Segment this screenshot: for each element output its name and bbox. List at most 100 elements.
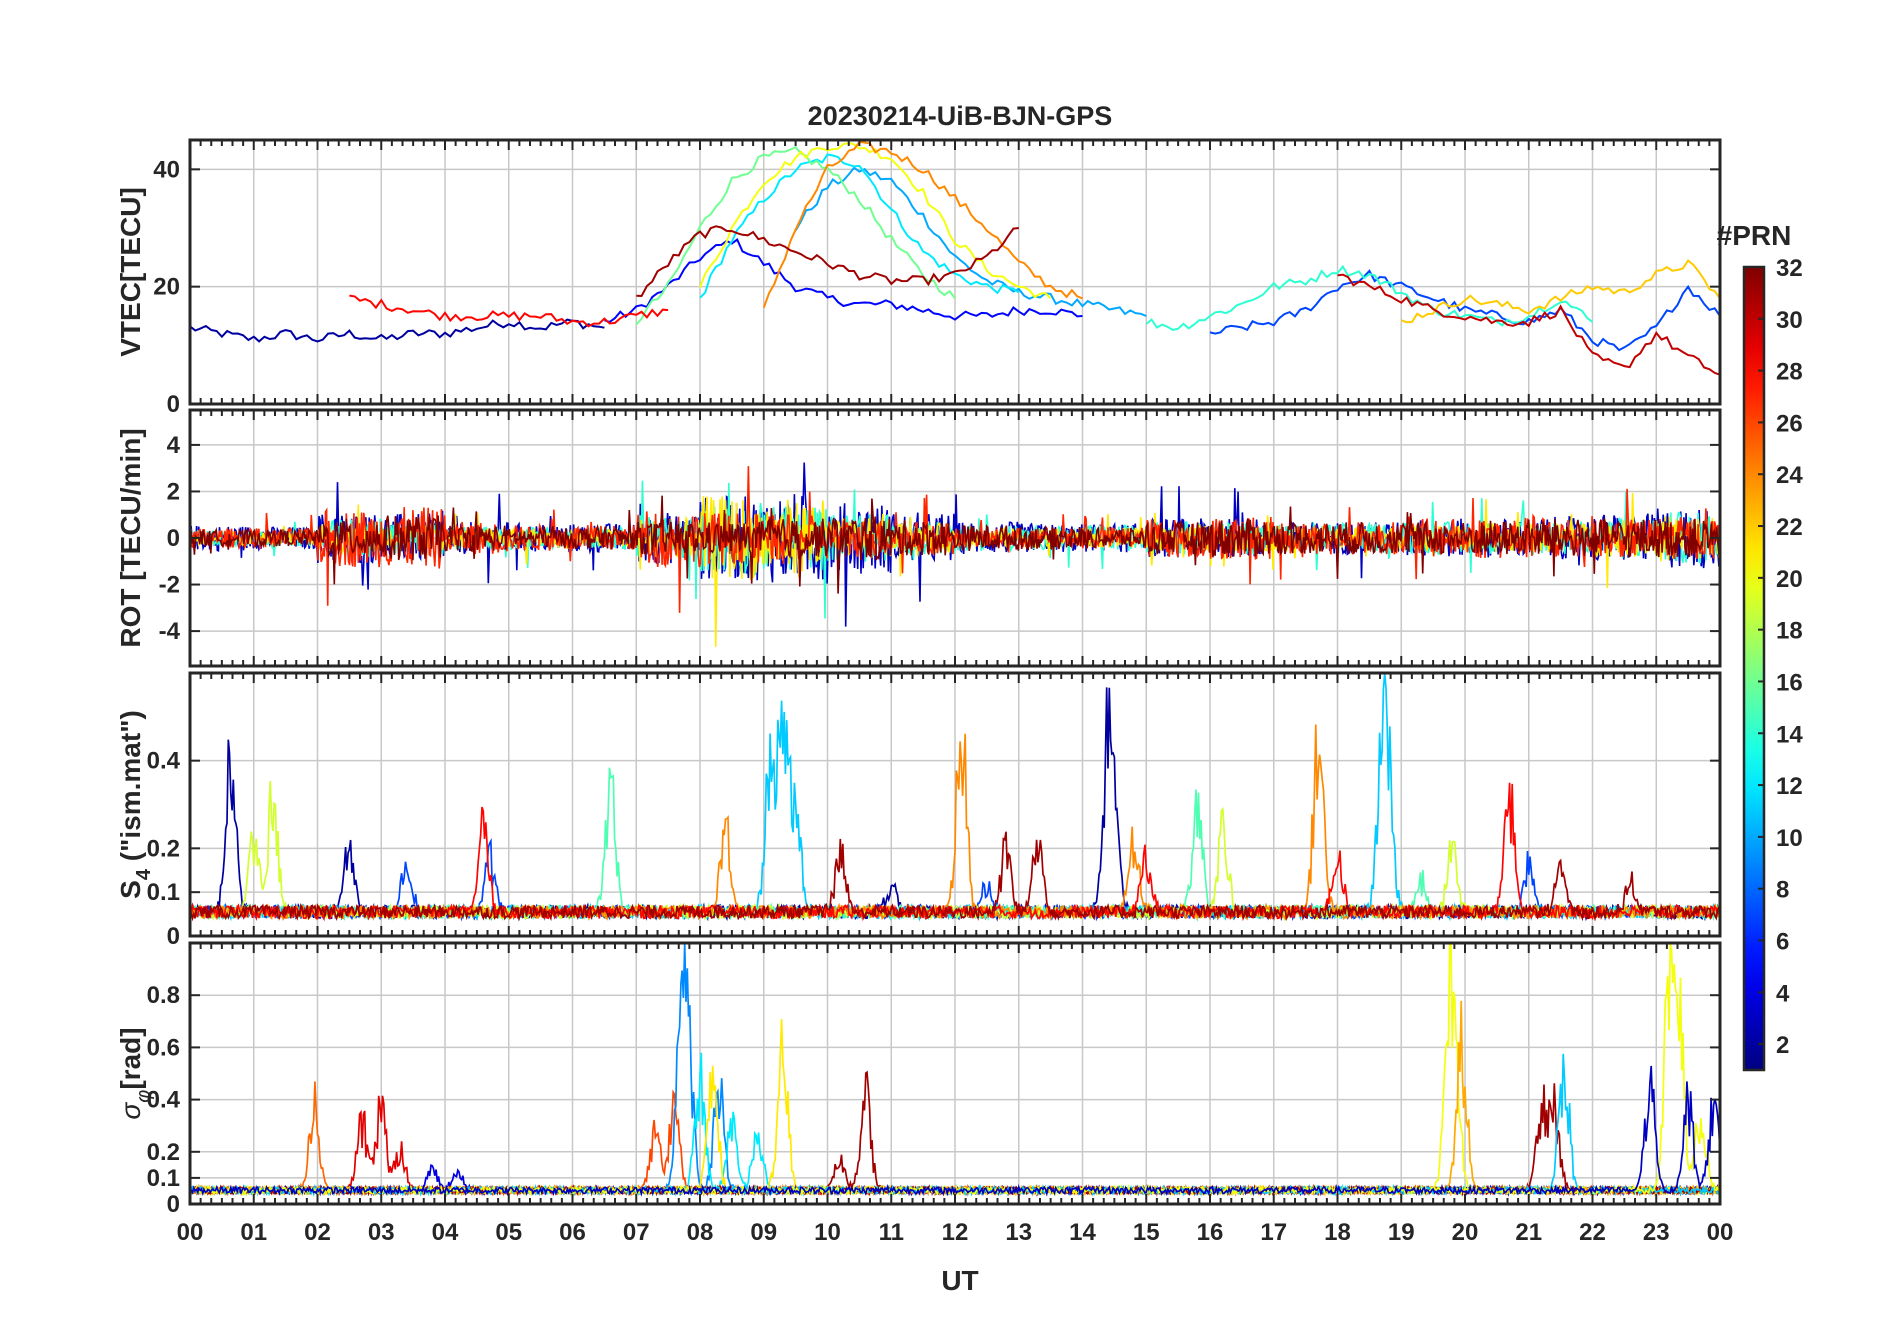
- y-axis-title-rest: [rad]: [115, 1027, 146, 1089]
- vtec-series-prn-14: [1145, 264, 1594, 331]
- panel-sigphi: 00.10.2 0.4 0.6 0.8 σφ[rad]: [115, 941, 1722, 1218]
- x-tick-label: 21: [1515, 1219, 1542, 1246]
- y-axis-title-sub: 4: [133, 868, 155, 880]
- colorbar-tick-label: 32: [1776, 255, 1803, 282]
- vtec-series-prn-2: [190, 318, 605, 343]
- colorbar-tick-label: 24: [1776, 462, 1803, 489]
- panel-frame: [188, 671, 1722, 938]
- y-tick-label: 20: [153, 274, 180, 301]
- colorbar-tick-label: 14: [1776, 721, 1803, 748]
- y-axis-title-rest: ("ism.mat"): [115, 710, 146, 869]
- y-tick-label: 0: [167, 525, 180, 552]
- y-tick-label: 2: [167, 478, 180, 505]
- x-tick-label: 18: [1324, 1219, 1351, 1246]
- panel-frame: [188, 941, 1722, 1206]
- panel-series: [190, 673, 1720, 922]
- y-tick-label: 0.2: [147, 1139, 180, 1166]
- x-tick-label: 04: [432, 1219, 459, 1246]
- vtec-series-prn-31: [636, 225, 1019, 298]
- panel-series: [190, 462, 1720, 647]
- panel-rot: -4 -2 0 2 4 ROT [TECU/min]: [115, 408, 1722, 668]
- x-tick-label: 22: [1579, 1219, 1606, 1246]
- colorbar-tick-label: 4: [1776, 980, 1790, 1007]
- panel-frame: [188, 138, 1722, 406]
- y-axis-title: VTEC[TECU]: [115, 187, 146, 357]
- vtec-series-prn-24: [762, 140, 1083, 309]
- x-tick-label: 16: [1197, 1219, 1224, 1246]
- y-tick-label: 0.1: [147, 879, 180, 906]
- colorbar-title: #PRN: [1717, 220, 1792, 251]
- x-tick-label: 00: [177, 1219, 204, 1246]
- vtec-series-prn-22: [1400, 259, 1720, 324]
- vtec-series-prn-7: [1209, 269, 1720, 352]
- y-tick-label: 0: [167, 1191, 180, 1218]
- colorbar-tick-label: 30: [1776, 307, 1803, 334]
- panel-s4: 00.10.20.4S4 ("ism.mat"): [115, 671, 1722, 950]
- y-tick-label: 0.8: [147, 982, 180, 1009]
- x-tick-label: 13: [1005, 1219, 1032, 1246]
- y-axis-title-main: S: [115, 880, 146, 899]
- colorbar-tick-label: 10: [1776, 825, 1803, 852]
- colorbar-tick-label: 2: [1776, 1032, 1789, 1059]
- x-tick-label: 06: [559, 1219, 586, 1246]
- rot-series-prn-32: [190, 495, 1720, 594]
- panel-vtec: 0 20 40 VTEC[TECU]: [115, 138, 1722, 418]
- vtec-series-prn-16: [635, 145, 956, 326]
- x-tick-label: 17: [1260, 1219, 1287, 1246]
- panel-frame: [188, 408, 1722, 668]
- y-axis-title-sub: φ: [133, 1090, 155, 1103]
- colorbar-tick-label: 12: [1776, 773, 1803, 800]
- x-tick-label: 11: [879, 1219, 904, 1246]
- y-tick-label: 0.4: [147, 1087, 181, 1114]
- x-axis-title: UT: [941, 1265, 978, 1296]
- y-tick-label: 0: [167, 391, 180, 418]
- x-tick-label: 09: [750, 1219, 777, 1246]
- x-tick-label: 10: [814, 1219, 841, 1246]
- y-tick-label: 0.1: [147, 1165, 180, 1192]
- y-tick-label: 0.2: [147, 835, 180, 862]
- colorbar-tick-label: 8: [1776, 877, 1789, 904]
- vtec-series-prn-20: [699, 141, 1052, 300]
- x-tick-label: 19: [1388, 1219, 1415, 1246]
- y-tick-label: 0: [167, 923, 180, 950]
- x-tick-label: 00: [1707, 1219, 1734, 1246]
- panel-series: [190, 140, 1720, 376]
- colorbar-tick-label: 26: [1776, 410, 1803, 437]
- s4-series-prn-31: [190, 831, 1720, 922]
- x-tick-label: 20: [1452, 1219, 1479, 1246]
- y-tick-label: -4: [159, 618, 181, 645]
- y-tick-label: -2: [159, 572, 180, 599]
- colorbar-bar: [1742, 265, 1766, 1072]
- y-axis-title: S4 ("ism.mat"): [115, 710, 155, 899]
- x-tick-label: 14: [1069, 1219, 1096, 1246]
- y-tick-label: 0.4: [147, 748, 181, 775]
- x-tick-label: 07: [623, 1219, 650, 1246]
- colorbar-tick-label: 6: [1776, 928, 1789, 955]
- y-axis-title: ROT [TECU/min]: [115, 428, 146, 647]
- x-axis: 00 01 02 03 04 05 06 07 08 09 10 11 12 13 14 15 16 17 18 19…: [177, 1219, 1734, 1246]
- vtec-series-prn-10: [794, 166, 1147, 317]
- colorbar-tick-label: 16: [1776, 669, 1803, 696]
- x-tick-label: 02: [304, 1219, 331, 1246]
- x-tick-label: 08: [687, 1219, 714, 1246]
- x-tick-label: 03: [368, 1219, 395, 1246]
- x-tick-label: 15: [1133, 1219, 1160, 1246]
- y-tick-label: 0.6: [147, 1034, 180, 1061]
- y-axis-title: σφ[rad]: [115, 1027, 155, 1119]
- vtec-series-prn-28: [349, 294, 669, 328]
- vtec-series-prn-12: [699, 153, 1020, 299]
- y-tick-label: 40: [153, 156, 180, 183]
- colorbar-tick-label: 22: [1776, 514, 1803, 541]
- y-axis-title-main: σ: [115, 1102, 146, 1120]
- x-tick-label: 23: [1643, 1219, 1670, 1246]
- colorbar-tick-label: 20: [1776, 566, 1803, 593]
- vtec-series-prn-5: [604, 238, 1083, 323]
- x-tick-label: 12: [942, 1219, 969, 1246]
- x-tick-label: 01: [240, 1219, 267, 1246]
- chart-title: 20230214-UiB-BJN-GPS: [808, 101, 1113, 131]
- colorbar-tick-label: 28: [1776, 359, 1803, 386]
- vtec-series-prn-30: [1337, 273, 1720, 376]
